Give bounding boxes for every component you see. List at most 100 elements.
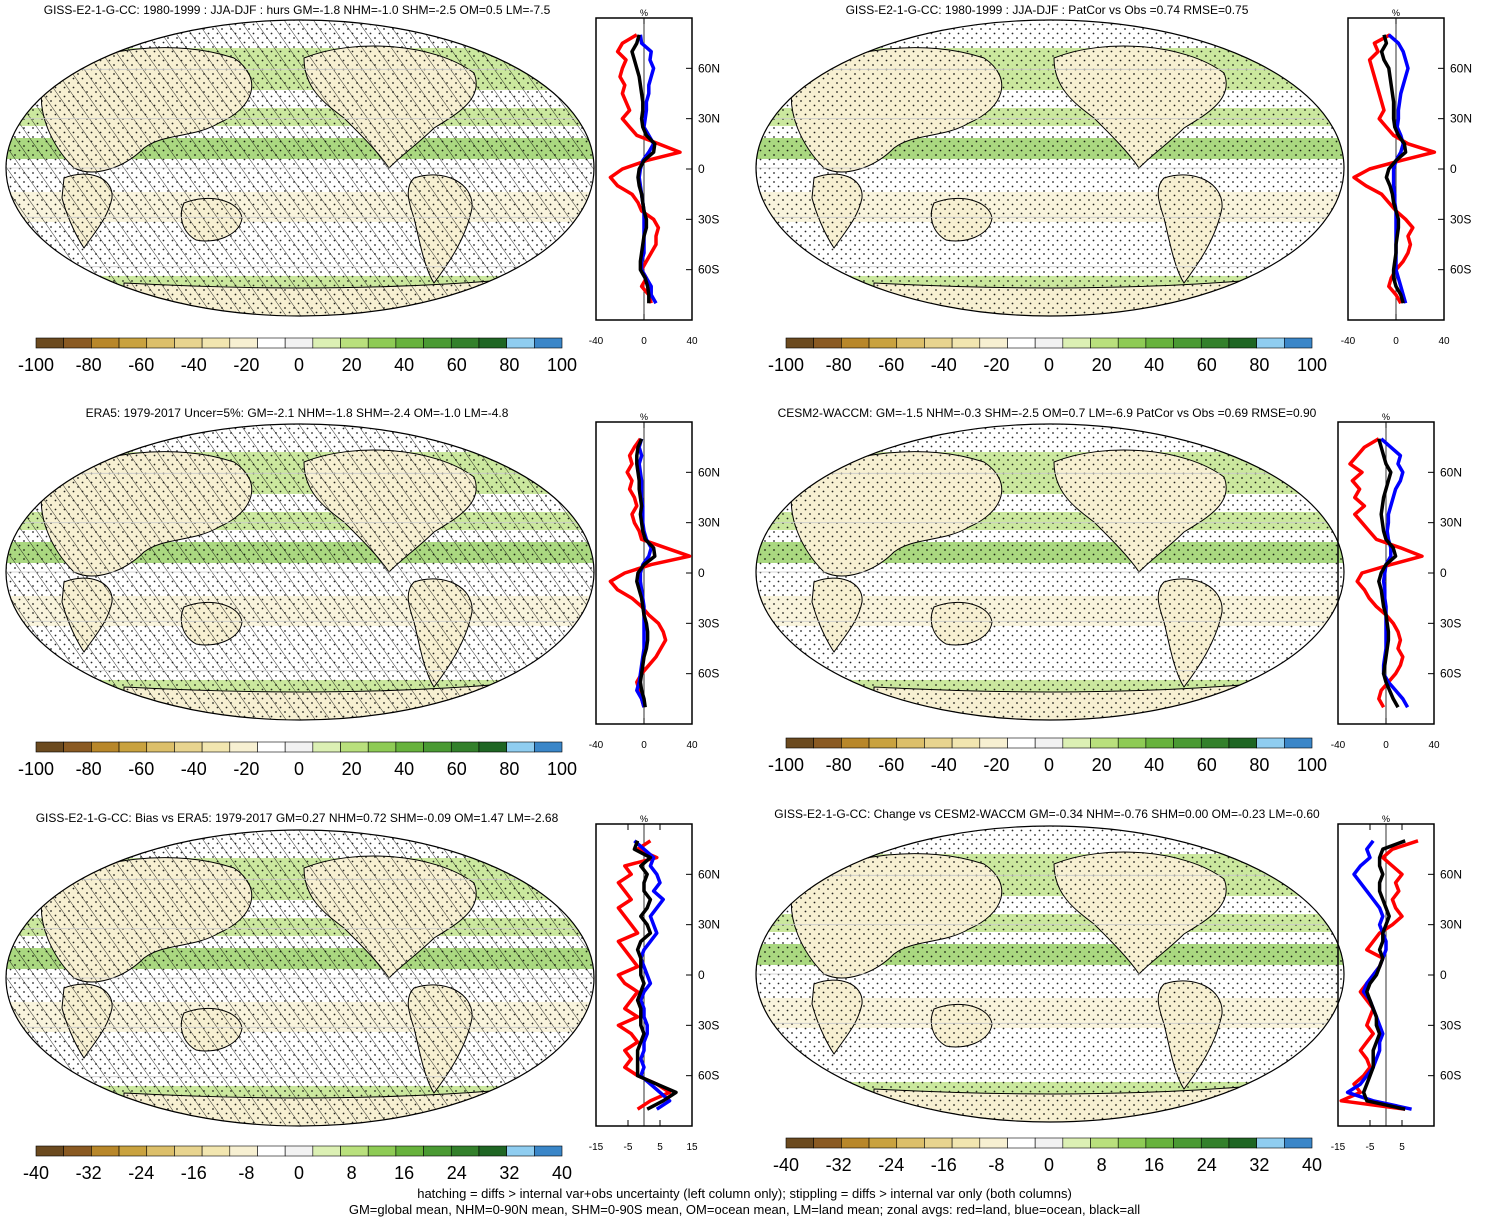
colorbar-swatch bbox=[1007, 737, 1036, 749]
colorbar-swatch bbox=[423, 337, 452, 349]
series-line-all bbox=[1379, 34, 1408, 304]
colorbar-swatch bbox=[1284, 1137, 1313, 1149]
colorbar-swatch bbox=[478, 337, 507, 349]
colorbar-swatch bbox=[146, 1145, 175, 1157]
colorbar-tick-label: -8 bbox=[238, 1163, 254, 1183]
colorbar-swatch bbox=[257, 337, 286, 349]
units-label: % bbox=[640, 412, 648, 422]
colorbar-swatch bbox=[118, 741, 148, 753]
colorbar-tick-label: -20 bbox=[233, 355, 259, 375]
colorbar-swatch bbox=[534, 337, 563, 349]
x-tick-label: -15 bbox=[1331, 1142, 1346, 1153]
y-tick-label: 0 bbox=[1450, 162, 1457, 176]
y-tick-label: 30S bbox=[1440, 1018, 1461, 1032]
colorbar-swatch bbox=[785, 1137, 814, 1149]
y-tick-label: 0 bbox=[698, 566, 705, 580]
map-r3c1 bbox=[5, 829, 595, 1127]
x-tick-label: 0 bbox=[641, 336, 647, 347]
series-line-ocean bbox=[1387, 33, 1410, 304]
colorbar-tick-label: -100 bbox=[768, 355, 804, 375]
colorbar-swatch bbox=[423, 741, 452, 753]
map-outline bbox=[5, 423, 595, 721]
colorbar-tick-label: -60 bbox=[128, 355, 154, 375]
colorbar-swatch bbox=[868, 737, 898, 749]
colorbar-swatch bbox=[1007, 1137, 1036, 1149]
y-tick-label: 60S bbox=[698, 263, 719, 277]
colorbar-swatch bbox=[1007, 337, 1036, 349]
panel-r3c1: GISS-E2-1-G-CC: Bias vs ERA5: 1979-2017 … bbox=[5, 811, 720, 1183]
colorbar-tick-label: -24 bbox=[878, 1155, 904, 1175]
colorbar-tick-label: 32 bbox=[1249, 1155, 1269, 1175]
x-tick-label: 0 bbox=[1393, 336, 1399, 347]
colorbar-tick-label: -32 bbox=[826, 1155, 852, 1175]
colorbar-tick-label: -16 bbox=[181, 1163, 207, 1183]
colorbar-swatch bbox=[896, 337, 925, 349]
colorbar-tick-label: -40 bbox=[931, 755, 957, 775]
colorbar-tick-label: -40 bbox=[181, 759, 207, 779]
y-tick-label: 60N bbox=[698, 61, 720, 75]
colorbar-swatch bbox=[1090, 337, 1119, 349]
map-r1c1 bbox=[5, 19, 595, 317]
series-line-land bbox=[616, 839, 672, 1111]
colorbar-swatch bbox=[924, 337, 953, 349]
x-tick-label: 5 bbox=[657, 1142, 663, 1153]
y-tick-label: 60S bbox=[1450, 263, 1471, 277]
colorbar-tick-label: 8 bbox=[1097, 1155, 1107, 1175]
colorbar-tick-label: 100 bbox=[1297, 755, 1327, 775]
series-line-land bbox=[608, 437, 692, 708]
colorbar-tick-label: 100 bbox=[547, 355, 577, 375]
colorbar-swatch bbox=[35, 741, 64, 753]
colorbar-swatch bbox=[951, 337, 981, 349]
colorbar-swatch bbox=[1062, 1137, 1091, 1149]
colorbar-swatch bbox=[1034, 737, 1064, 749]
colorbar-tick-label: 20 bbox=[342, 355, 362, 375]
colorbar-swatch bbox=[312, 1145, 341, 1157]
colorbar-swatch bbox=[1228, 1137, 1257, 1149]
colorbar-tick-label: -60 bbox=[128, 759, 154, 779]
map-r2c2 bbox=[755, 423, 1345, 721]
colorbar-swatch bbox=[1200, 1137, 1230, 1149]
colorbar-swatch bbox=[312, 741, 341, 753]
colorbar-swatch bbox=[1200, 337, 1230, 349]
series-line-ocean bbox=[633, 839, 672, 1111]
colorbar-swatch bbox=[478, 1145, 507, 1157]
units-label: % bbox=[1392, 8, 1400, 18]
map-r3c2 bbox=[755, 825, 1345, 1123]
panel-r2c2: CESM2-WACCM: GM=-1.5 NHM=-0.3 SHM=-2.5 O… bbox=[755, 406, 1462, 775]
colorbar-swatch bbox=[367, 337, 397, 349]
zonal-profile-r3c1: % -15 -5 5 15 60N 30N 0 30S 60S bbox=[589, 814, 720, 1153]
x-tick-label: -5 bbox=[1366, 1142, 1375, 1153]
colorbar-swatch bbox=[284, 337, 314, 349]
colorbar-tick-label: 20 bbox=[342, 759, 362, 779]
zonal-profile-r2c1: % -40 0 40 60N 30N 0 30S 60S bbox=[589, 412, 720, 751]
colorbar-swatch bbox=[1284, 737, 1313, 749]
y-tick-label: 30N bbox=[698, 112, 720, 126]
colorbar-swatch bbox=[841, 337, 870, 349]
y-tick-label: 60N bbox=[698, 465, 720, 479]
colorbar-swatch bbox=[312, 337, 341, 349]
colorbar-swatch bbox=[423, 1145, 452, 1157]
colorbar-tick-label: -100 bbox=[768, 755, 804, 775]
colorbar-swatch bbox=[506, 741, 535, 753]
colorbar-swatch bbox=[1090, 737, 1119, 749]
colorbar-swatch bbox=[118, 337, 148, 349]
map-outline bbox=[5, 19, 595, 317]
colorbar-swatch bbox=[534, 741, 563, 753]
panel-r3c2: GISS-E2-1-G-CC: Change vs CESM2-WACCM GM… bbox=[755, 807, 1462, 1175]
colorbar-swatch bbox=[257, 1145, 286, 1157]
x-tick-label: 0 bbox=[1383, 740, 1389, 751]
colorbar-swatch bbox=[91, 1145, 120, 1157]
colorbar-swatch bbox=[478, 741, 507, 753]
colorbar-tick-label: -60 bbox=[878, 355, 904, 375]
colorbar-tick-label: -40 bbox=[181, 355, 207, 375]
y-tick-label: 60N bbox=[1440, 867, 1462, 881]
colorbar-swatch bbox=[896, 1137, 925, 1149]
x-tick-label: -40 bbox=[589, 740, 604, 751]
colorbar-swatch bbox=[118, 1145, 148, 1157]
series-line-all bbox=[630, 34, 657, 304]
colorbar-tick-label: 20 bbox=[1092, 755, 1112, 775]
colorbar-swatch bbox=[979, 737, 1008, 749]
colorbar-swatch bbox=[257, 741, 286, 753]
x-tick-label: -40 bbox=[1331, 740, 1346, 751]
